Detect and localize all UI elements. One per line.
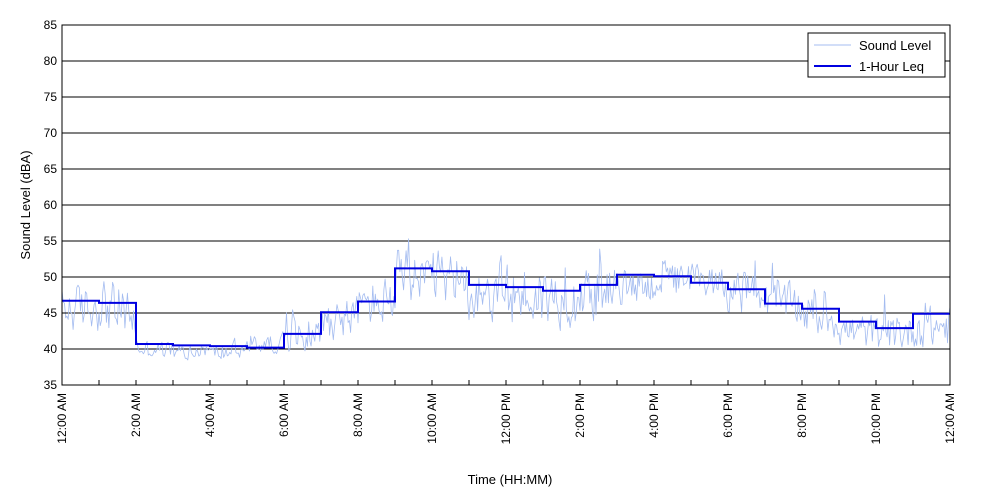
y-tick-label: 35	[44, 378, 58, 392]
y-tick-label: 60	[44, 198, 58, 212]
x-tick-label: 4:00 PM	[647, 393, 661, 438]
y-axis-title: Sound Level (dBA)	[18, 150, 33, 259]
x-axis-title: Time (HH:MM)	[468, 472, 553, 487]
x-tick-label: 12:00 AM	[55, 393, 69, 444]
x-tick-label: 8:00 AM	[351, 393, 365, 437]
y-tick-label: 75	[44, 90, 58, 104]
x-tick-label: 12:00 PM	[499, 393, 513, 444]
leq-step-line	[62, 267, 950, 349]
leq-series	[62, 267, 950, 349]
x-tick-label: 8:00 PM	[795, 393, 809, 438]
x-tick-label: 10:00 PM	[869, 393, 883, 444]
y-tick-label: 65	[44, 162, 58, 176]
y-tick-label: 45	[44, 306, 58, 320]
legend: Sound Level 1-Hour Leq	[807, 32, 946, 78]
x-tick-label: 2:00 PM	[573, 393, 587, 438]
y-tick-label: 80	[44, 54, 58, 68]
x-tick-label: 2:00 AM	[129, 393, 143, 437]
x-tick-label: 4:00 AM	[203, 393, 217, 437]
x-tick-label: 6:00 AM	[277, 393, 291, 437]
y-tick-label: 55	[44, 234, 58, 248]
y-tick-label: 50	[44, 270, 58, 284]
legend-label-leq: 1-Hour Leq	[859, 59, 924, 74]
y-axis: 35 40 45 50 55 60 65 70 75 80 85	[44, 18, 67, 392]
x-tick-label: 12:00 AM	[943, 393, 957, 444]
x-tick-label: 6:00 PM	[721, 393, 735, 438]
legend-label-sound-level: Sound Level	[859, 38, 931, 53]
y-tick-label: 40	[44, 342, 58, 356]
x-axis: 12:00 AM 2:00 AM 4:00 AM 6:00 AM 8:00 AM 10:0…	[55, 380, 957, 444]
legend-box	[807, 32, 946, 78]
x-tick-label: 10:00 AM	[425, 393, 439, 444]
y-tick-label: 70	[44, 126, 58, 140]
y-tick-label: 85	[44, 18, 58, 32]
